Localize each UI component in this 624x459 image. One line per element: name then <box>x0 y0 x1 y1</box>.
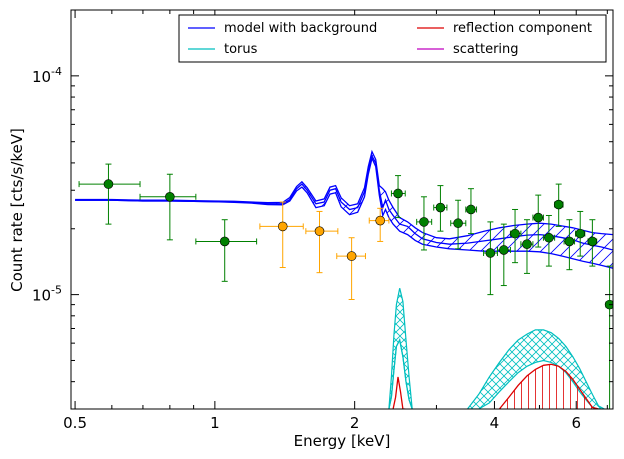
data-green-point <box>522 239 532 250</box>
data-points <box>78 163 613 409</box>
torus-peak-lower <box>388 338 413 409</box>
data-green-point <box>485 248 496 258</box>
legend: model with background reflection compone… <box>178 14 607 63</box>
data-green-point <box>435 202 446 213</box>
x-tick-label: 1 <box>210 414 220 432</box>
legend-label-torus: torus <box>224 42 258 57</box>
reflection-hump-band <box>499 364 599 409</box>
data-green-point <box>499 245 509 255</box>
model-curves <box>75 149 613 409</box>
data-green-point <box>553 199 564 210</box>
x-axis-label: Energy [keV] <box>294 432 391 450</box>
data-orange-point <box>346 251 357 261</box>
reflection-peak-line <box>392 376 406 409</box>
data-green-point <box>575 228 586 239</box>
legend-box <box>178 14 607 63</box>
legend-label-model: model with background <box>224 21 377 36</box>
data-orange-point <box>277 221 288 232</box>
data-green-point <box>103 179 114 189</box>
y-tick-label: 10-5 <box>32 284 62 305</box>
y-tick-labels: 10-5 10-4 <box>32 65 62 305</box>
axis-ticks <box>71 10 613 409</box>
data-green-point <box>165 191 175 202</box>
data-green-point <box>466 204 476 215</box>
torus-hump-band <box>466 329 605 409</box>
data-green-point <box>544 232 554 243</box>
data-green-point <box>453 218 463 229</box>
data-orange-point <box>314 226 325 236</box>
data-green-point <box>510 228 520 239</box>
x-tick-labels: 0.5 1 2 4 6 <box>63 414 581 432</box>
model-line-lower <box>75 156 613 269</box>
data-green-point <box>564 236 575 247</box>
x-tick-label: 4 <box>490 414 500 432</box>
x-tick-label: 2 <box>350 414 360 432</box>
data-green-point <box>587 236 598 247</box>
data-orange-point <box>375 215 386 226</box>
x-tick-label: 6 <box>571 414 581 432</box>
legend-label-reflection: reflection component <box>453 21 592 36</box>
reflection-hump-line <box>498 363 599 409</box>
data-green-point <box>393 188 403 199</box>
model-band <box>75 151 613 269</box>
model-bands <box>75 151 613 409</box>
plot-frame <box>70 9 614 410</box>
data-green-point <box>533 212 544 223</box>
x-tick-label: 0.5 <box>63 414 87 432</box>
y-tick-label: 10-4 <box>32 65 62 86</box>
data-green-point <box>219 236 230 247</box>
y-axis-label: Count rate [cts/s/keV] <box>8 128 26 292</box>
legend-label-scattering: scattering <box>453 42 519 57</box>
data-green-point <box>419 217 429 227</box>
